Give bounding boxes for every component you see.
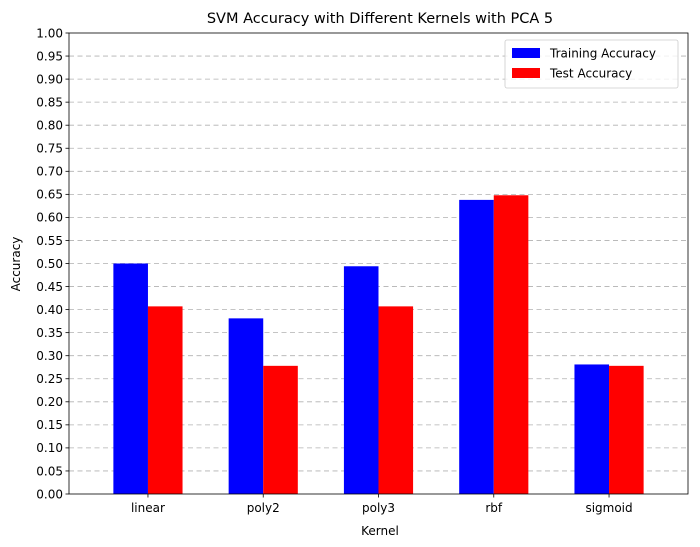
legend-label-test: Test Accuracy (549, 67, 632, 81)
y-axis-label: Accuracy (9, 237, 23, 292)
plot-frame (68, 32, 689, 495)
legend: Training Accuracy Test Accuracy (504, 39, 679, 89)
y-tick-label: 0.50 (36, 257, 63, 271)
x-tick-label-linear: linear (131, 501, 165, 515)
x-tick-label-sigmoid: sigmoid (585, 501, 632, 515)
y-tick-label: 0.65 (36, 188, 63, 202)
axes-layer: 0.00 0.05 0.10 0.15 0.20 0.25 0.30 0.35 0.40 0.45… (36, 26, 689, 515)
y-tick-label: 0.55 (36, 234, 63, 248)
y-tick-label: 0.70 (36, 165, 63, 179)
y-tick-label: 0.45 (36, 280, 63, 294)
x-axis-label: Kernel (361, 524, 399, 538)
x-tick-label-poly3: poly3 (362, 501, 395, 515)
bar-test-poly3 (378, 306, 414, 494)
legend-box (504, 39, 679, 89)
chart-title: SVM Accuracy with Different Kernels with… (207, 11, 553, 27)
y-tick-label: 0.25 (36, 372, 63, 386)
y-tick-label: 0.35 (36, 326, 63, 340)
legend-swatch-training (512, 48, 540, 58)
bar-training-linear (113, 263, 148, 494)
y-tick-label: 0.20 (36, 395, 63, 409)
y-tick-label: 0.15 (36, 418, 63, 432)
bar-training-sigmoid (574, 364, 610, 494)
bar-test-rbf (493, 195, 529, 494)
y-tick-label: 0.60 (36, 211, 63, 225)
y-tick-label: 0.85 (36, 95, 63, 109)
bar-test-linear (147, 306, 183, 494)
legend-swatch-test (512, 68, 540, 78)
bar-training-poly2 (228, 318, 264, 494)
y-tick-label: 1.00 (36, 26, 63, 40)
y-tick-label: 0.30 (36, 349, 63, 363)
y-tick-label: 0.80 (36, 119, 63, 133)
y-tick-label: 0.10 (36, 441, 63, 455)
bar-training-poly3 (343, 266, 379, 494)
bar-test-sigmoid (609, 365, 644, 494)
legend-label-training: Training Accuracy (549, 47, 656, 61)
bars-layer (113, 195, 644, 494)
y-tick-label: 0.90 (36, 72, 63, 86)
x-tick-label-rbf: rbf (485, 501, 503, 515)
y-tick-label: 0.00 (36, 487, 63, 501)
x-tick-label-poly2: poly2 (247, 501, 280, 515)
y-tick-label: 0.95 (36, 49, 63, 63)
y-tick-label: 0.40 (36, 303, 63, 317)
y-tick-label: 0.05 (36, 464, 63, 478)
y-tick-label: 0.75 (36, 142, 63, 156)
bar-test-poly2 (263, 365, 298, 494)
bar-training-rbf (459, 199, 494, 494)
